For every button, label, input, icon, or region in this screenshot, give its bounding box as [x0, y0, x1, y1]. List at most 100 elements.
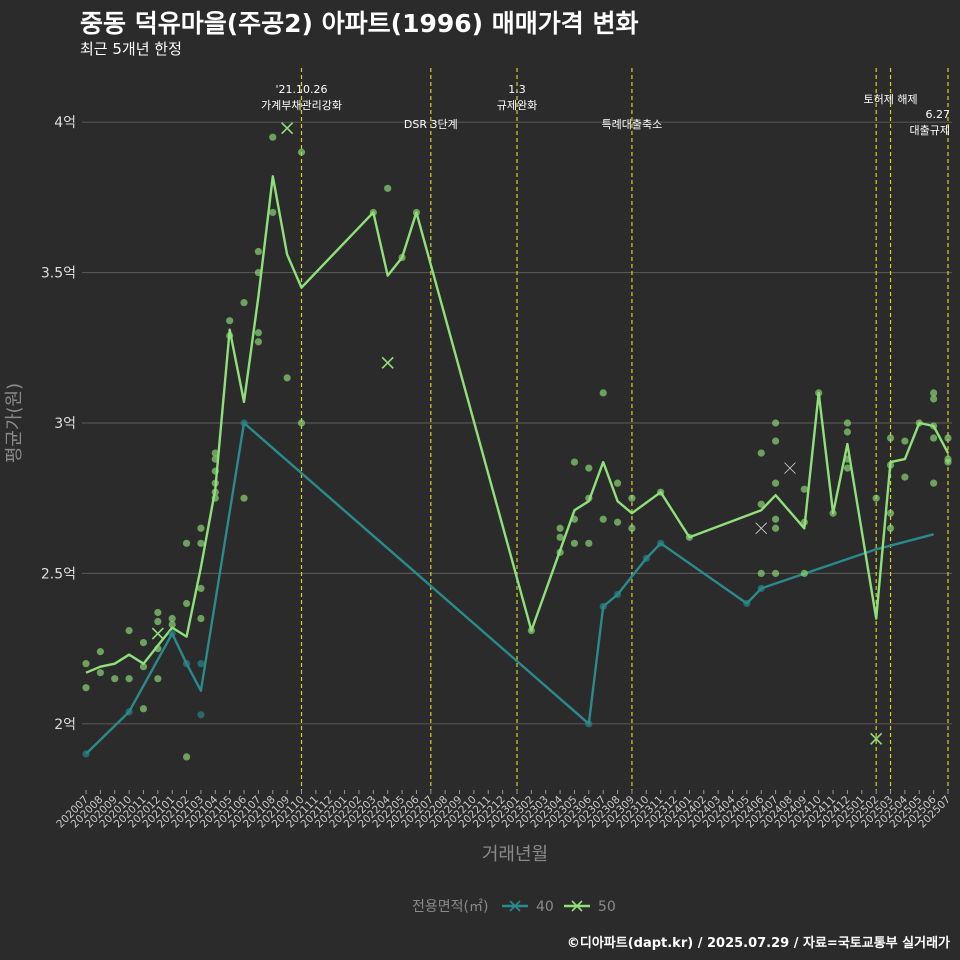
- cross-stroke: [381, 356, 394, 369]
- data-point: [757, 449, 765, 457]
- data-point: [772, 479, 780, 487]
- data-point: [125, 675, 133, 683]
- event-label: 1.3 규제완화: [497, 83, 537, 112]
- data-point: [757, 569, 765, 578]
- data-point: [930, 395, 938, 403]
- event-label: 6.27 대출규제: [910, 108, 950, 137]
- cross-marker: [755, 522, 768, 535]
- cross-markers: [151, 122, 883, 745]
- data-point: [197, 711, 205, 719]
- data-point: [182, 753, 191, 761]
- data-point: [570, 539, 579, 547]
- x-axis: 2020072020082020092020102020112020122021…: [54, 790, 953, 830]
- data-point: [254, 268, 262, 277]
- cross-marker: [381, 356, 394, 369]
- data-point: [182, 539, 191, 547]
- data-point: [642, 554, 650, 562]
- data-point: [556, 548, 564, 556]
- cross-marker: [783, 462, 797, 475]
- data-point: [297, 148, 306, 156]
- data-point: [800, 569, 808, 578]
- data-point: [197, 614, 205, 623]
- data-point: [226, 332, 234, 340]
- data-point: [800, 518, 808, 526]
- data-point: [772, 569, 780, 578]
- series-lines: [85, 175, 950, 755]
- series-line-40: [85, 421, 934, 755]
- data-point: [168, 620, 176, 629]
- data-point: [585, 464, 593, 472]
- data-point: [197, 524, 205, 532]
- data-point: [96, 648, 104, 656]
- data-point: [211, 449, 219, 457]
- event-label: 특례대출축소: [602, 118, 663, 131]
- data-point: [154, 617, 162, 626]
- data-point: [125, 626, 133, 635]
- data-point: [772, 524, 780, 532]
- x-axis-title: 거래년월: [482, 844, 548, 865]
- legend-title: 전용면적(㎡): [412, 899, 488, 915]
- y-tick-label: 2억: [54, 717, 76, 733]
- data-point: [139, 705, 148, 713]
- data-point: [111, 675, 119, 683]
- data-point: [556, 524, 564, 532]
- data-point: [82, 684, 90, 692]
- series-line-50: [85, 175, 950, 674]
- data-point: [743, 599, 751, 608]
- y-axis-title: 평균가(원): [4, 383, 25, 463]
- data-point: [527, 626, 535, 635]
- data-point: [139, 663, 148, 671]
- legend-cross: [571, 900, 583, 912]
- data-point: [772, 419, 780, 427]
- data-point: [585, 494, 593, 502]
- data-point: [211, 494, 219, 502]
- data-point: [657, 488, 665, 496]
- data-point: [211, 488, 219, 496]
- data-point: [628, 494, 636, 502]
- data-point: [254, 247, 262, 256]
- data-point: [556, 533, 564, 541]
- data-point: [269, 133, 277, 141]
- data-point: [930, 479, 938, 487]
- y-axis: 2억 2.5억 3억 3.5억 4억: [41, 115, 76, 733]
- data-point: [82, 660, 90, 668]
- source-caption: ©디아파트(dapt.kr) / 2025.07.29 / 자료=국토교통부 실…: [566, 936, 950, 951]
- chart-title: 중동 덕유마을(주공2) 아파트(1996) 매매가격 변화: [80, 9, 639, 38]
- data-point: [886, 461, 895, 469]
- event-label: '21.10.26 가계부채관리강화: [261, 83, 342, 112]
- data-point: [168, 614, 176, 623]
- data-point: [886, 509, 895, 517]
- data-point: [843, 428, 852, 436]
- data-point: [254, 338, 262, 346]
- data-point: [570, 515, 579, 523]
- data-point: [412, 208, 421, 217]
- data-point: [226, 317, 234, 325]
- data-point: [944, 458, 952, 466]
- data-point: [599, 515, 607, 523]
- data-point: [657, 539, 665, 547]
- data-point: [772, 515, 780, 523]
- data-point: [843, 455, 852, 463]
- legend: 전용면적(㎡) 40 50: [412, 899, 616, 915]
- data-point: [815, 389, 823, 397]
- cross-stroke: [281, 122, 294, 135]
- data-point: [197, 660, 205, 668]
- data-point: [628, 524, 636, 532]
- data-point: [211, 455, 219, 463]
- data-point: [886, 434, 895, 442]
- data-point: [384, 184, 392, 192]
- data-point: [570, 458, 579, 466]
- data-point: [240, 419, 248, 427]
- data-point: [915, 419, 923, 427]
- cross-marker: [151, 627, 164, 640]
- data-point: [843, 464, 852, 472]
- data-point: [154, 608, 162, 617]
- cross-marker: [281, 122, 294, 135]
- cross-stroke: [755, 522, 768, 535]
- data-point: [930, 434, 938, 442]
- data-point: [872, 494, 880, 502]
- data-point: [254, 329, 262, 337]
- data-point: [843, 419, 852, 427]
